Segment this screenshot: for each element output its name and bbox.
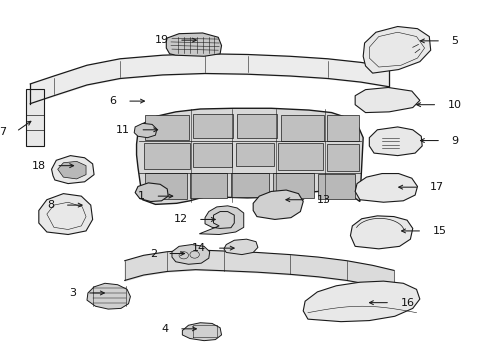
Text: 18: 18 <box>32 161 46 171</box>
Polygon shape <box>136 108 363 204</box>
Text: 12: 12 <box>173 215 187 224</box>
Polygon shape <box>237 114 277 138</box>
Polygon shape <box>235 143 274 166</box>
Polygon shape <box>326 116 358 141</box>
Text: 5: 5 <box>450 36 458 46</box>
Polygon shape <box>224 239 257 255</box>
Polygon shape <box>230 173 268 197</box>
Polygon shape <box>193 143 231 167</box>
Text: 7: 7 <box>0 127 6 136</box>
Polygon shape <box>87 283 130 309</box>
Text: 3: 3 <box>69 288 77 298</box>
Polygon shape <box>199 206 243 234</box>
Polygon shape <box>303 281 419 321</box>
Polygon shape <box>144 116 189 140</box>
Polygon shape <box>143 143 189 169</box>
Polygon shape <box>354 174 417 202</box>
Text: 1: 1 <box>138 191 145 201</box>
Text: 9: 9 <box>450 136 458 145</box>
Text: 16: 16 <box>400 298 414 308</box>
Polygon shape <box>253 190 303 220</box>
Polygon shape <box>135 183 168 202</box>
Polygon shape <box>51 156 94 184</box>
Polygon shape <box>193 114 233 138</box>
Polygon shape <box>25 89 44 146</box>
Polygon shape <box>278 143 323 170</box>
Text: 17: 17 <box>429 182 443 192</box>
Polygon shape <box>273 173 313 198</box>
Text: 8: 8 <box>47 200 54 210</box>
Text: 4: 4 <box>161 324 168 334</box>
Polygon shape <box>363 27 430 73</box>
Text: 15: 15 <box>432 226 446 236</box>
Polygon shape <box>318 174 354 199</box>
Polygon shape <box>354 87 419 113</box>
Polygon shape <box>182 323 221 341</box>
Text: 14: 14 <box>192 243 206 253</box>
Text: 2: 2 <box>149 248 157 258</box>
Polygon shape <box>144 173 187 199</box>
Polygon shape <box>134 123 157 138</box>
Text: 13: 13 <box>316 195 330 205</box>
Polygon shape <box>39 194 92 234</box>
Polygon shape <box>326 144 358 171</box>
Polygon shape <box>172 244 209 264</box>
Polygon shape <box>350 216 412 249</box>
Polygon shape <box>280 115 324 140</box>
Polygon shape <box>368 127 421 156</box>
Text: 19: 19 <box>154 35 168 45</box>
Polygon shape <box>189 173 226 198</box>
Text: 11: 11 <box>116 125 130 135</box>
Polygon shape <box>166 33 221 56</box>
Text: 6: 6 <box>109 96 117 106</box>
Text: 10: 10 <box>447 100 461 110</box>
Polygon shape <box>58 161 86 179</box>
